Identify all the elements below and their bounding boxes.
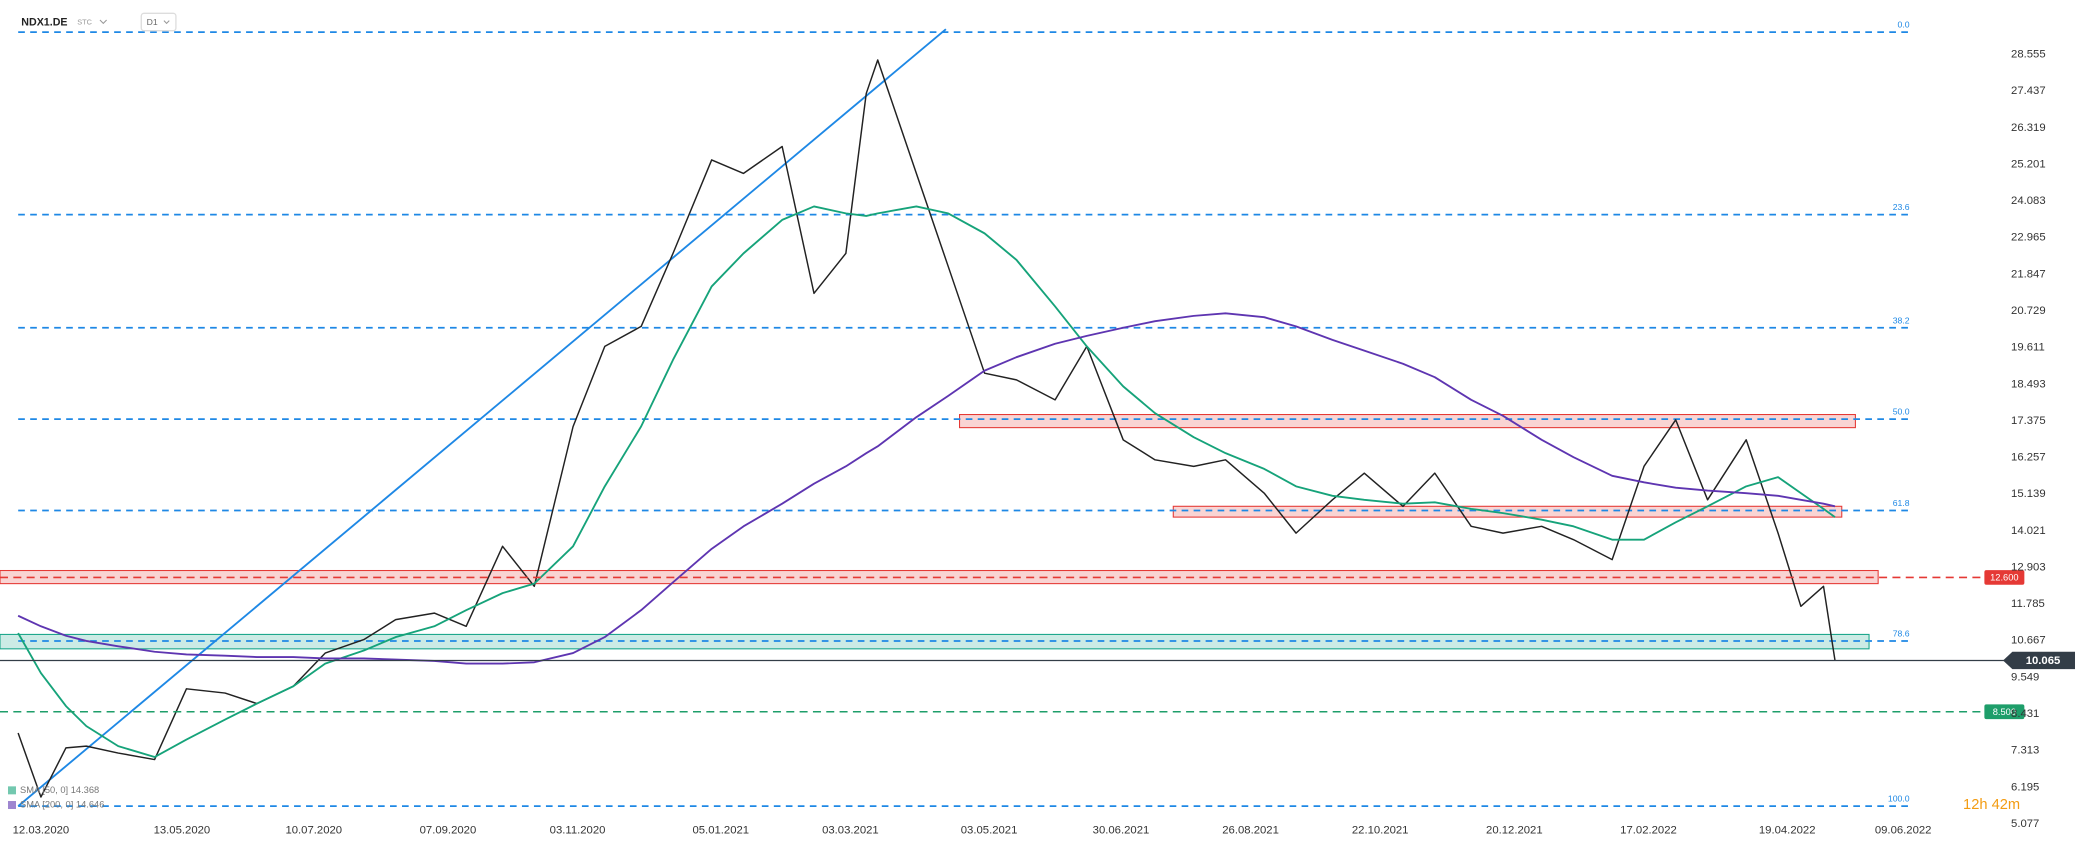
x-tick-label: 20.12.2021 [1486,824,1543,836]
header: NDX1.DE STC D1 [21,12,177,32]
y-tick-label: 25.201 [2011,158,2046,170]
y-tick-label: 22.965 [2011,232,2046,244]
x-tick-label: 17.02.2022 [1620,824,1677,836]
x-tick-label: 03.05.2021 [961,824,1018,836]
plot-area: 0.0 23.6 38.2 50.0 61.8 78.6 100.0 12.600 8.500 1… [0,20,2076,836]
y-tick-label: 6.195 [2011,781,2039,793]
y-tick-label: 21.847 [2011,268,2046,280]
y-tick-label: 8.431 [2011,708,2039,720]
zone [1172,505,1843,518]
current-price-label: 10.065 [2026,655,2061,667]
y-tick-label: 20.729 [2011,305,2046,317]
x-tick-label: 09.06.2022 [1875,824,1932,836]
fib-label: 100.0 [1888,794,1910,804]
price-line [17,59,1836,798]
interval[interactable]: D1 [147,17,158,27]
y-tick-label: 27.437 [2011,85,2046,97]
x-tick-label: 22.10.2021 [1352,824,1409,836]
fib-label: 0.0 [1898,20,1910,30]
fib-label: 61.8 [1893,498,1910,508]
fib-label: 50.0 [1893,407,1910,417]
chart-style[interactable]: STC [77,18,92,27]
y-tick-label: 10.667 [2011,635,2046,647]
legend-label: SMA [50, 0] 14.368 [20,785,99,795]
x-tick-label: 07.09.2020 [420,824,477,836]
legend-swatch [7,786,16,795]
y-tick-label: 17.375 [2011,415,2046,427]
interval-box[interactable] [140,12,177,32]
current-price-box [2003,651,2076,670]
zone [959,414,1856,429]
fib-label: 23.6 [1893,202,1910,212]
y-tick-label: 14.021 [2011,525,2046,537]
x-tick-label: 26.08.2021 [1222,824,1279,836]
y-tick-label: 15.139 [2011,488,2046,500]
price-level-box [1984,704,2025,720]
y-tick-label: 12.903 [2011,561,2046,573]
x-tick-label: 19.04.2022 [1759,824,1816,836]
y-tick-label: 5.077 [2011,818,2039,830]
x-tick-label: 03.11.2020 [550,824,606,836]
y-tick-label: 24.083 [2011,195,2046,207]
x-tick-label: 13.05.2020 [154,824,211,836]
x-tick-label: 30.06.2021 [1093,824,1150,836]
x-tick-label: 05.01.2021 [692,824,749,836]
y-tick-label: 26.319 [2011,122,2046,134]
legend-swatch [7,801,16,810]
x-tick-label: 03.03.2021 [822,824,879,836]
countdown-timer: 12h 42m [1963,797,2020,813]
legend-label: SMA [200, 0] 14.646 [20,799,104,809]
trendline [17,28,947,807]
fib-label: 38.2 [1893,315,1910,325]
dropdown-arrow[interactable] [163,20,170,25]
price-level-box [1984,570,2025,585]
x-tick-label: 12.03.2020 [13,824,70,836]
y-tick-label: 16.257 [2011,452,2046,464]
y-tick-label: 7.313 [2011,745,2039,757]
sma-line [17,312,1836,665]
y-tick-label: 11.785 [2011,598,2045,610]
sma-line [17,205,1836,758]
symbol: NDX1.DE [21,16,67,28]
price-level-label: 8.500 [1993,707,2016,717]
fib-label: 78.6 [1893,629,1910,639]
y-tick-label: 28.555 [2011,49,2046,61]
y-tick-label: 18.493 [2011,378,2046,390]
y-tick-label: 9.549 [2011,671,2039,683]
price-level-label: 12.600 [1990,573,2018,583]
dropdown-arrow[interactable] [99,19,107,25]
x-tick-label: 10.07.2020 [285,824,342,836]
y-tick-label: 19.611 [2011,342,2045,354]
